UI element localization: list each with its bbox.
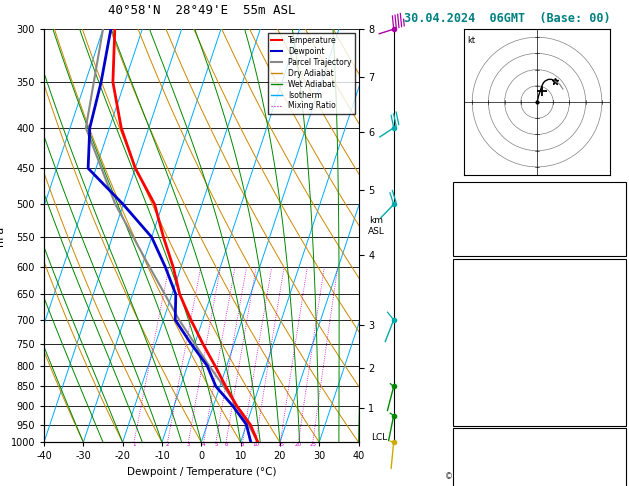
Text: 40°58'N  28°49'E  55m ASL: 40°58'N 28°49'E 55m ASL [108, 4, 295, 17]
Text: θᴇ (K): θᴇ (K) [459, 477, 494, 486]
Text: 10: 10 [252, 442, 259, 447]
Text: kt: kt [467, 35, 476, 45]
Text: 25: 25 [309, 442, 316, 447]
Text: 2.61: 2.61 [589, 231, 612, 241]
Legend: Temperature, Dewpoint, Parcel Trajectory, Dry Adiabat, Wet Adiabat, Isotherm, Mi: Temperature, Dewpoint, Parcel Trajectory… [267, 33, 355, 114]
Text: CIN (J): CIN (J) [459, 400, 499, 411]
Text: 2: 2 [166, 442, 169, 447]
Text: 20: 20 [295, 442, 302, 447]
Text: © weatheronline.co.uk: © weatheronline.co.uk [445, 471, 569, 481]
Text: PW (cm): PW (cm) [459, 231, 499, 241]
Text: Dewp (°C): Dewp (°C) [459, 307, 511, 317]
Text: 318: 318 [589, 477, 606, 486]
Text: Lifted Index: Lifted Index [459, 354, 529, 364]
Y-axis label: hPa: hPa [0, 226, 5, 246]
Text: 4: 4 [589, 354, 594, 364]
X-axis label: Dewpoint / Temperature (°C): Dewpoint / Temperature (°C) [126, 467, 276, 477]
Text: Totals Totals: Totals Totals [459, 208, 535, 218]
Text: 14.4: 14.4 [589, 284, 612, 294]
Text: 48: 48 [589, 208, 600, 218]
Text: 12.6: 12.6 [589, 307, 612, 317]
Text: 311: 311 [589, 330, 606, 341]
Text: 3: 3 [589, 377, 594, 387]
Text: θᴇ(K): θᴇ(K) [459, 330, 488, 341]
Text: CAPE (J): CAPE (J) [459, 377, 506, 387]
Text: 3: 3 [187, 442, 190, 447]
Text: K: K [459, 184, 464, 194]
Text: 30.04.2024  06GMT  (Base: 00): 30.04.2024 06GMT (Base: 00) [404, 12, 611, 25]
Bar [453, 182, 626, 256]
Text: Surface: Surface [519, 260, 560, 270]
Y-axis label: km
ASL: km ASL [367, 216, 384, 236]
Bar [453, 259, 626, 426]
Text: 0: 0 [589, 400, 594, 411]
Text: 5: 5 [214, 442, 218, 447]
Text: 6: 6 [225, 442, 228, 447]
Text: 800: 800 [589, 453, 606, 464]
Text: Pressure (mb): Pressure (mb) [459, 453, 535, 464]
Text: LCL: LCL [371, 433, 387, 442]
Text: 4: 4 [202, 442, 206, 447]
Text: 8: 8 [241, 442, 244, 447]
Text: 15: 15 [277, 442, 284, 447]
Text: 24: 24 [589, 184, 600, 194]
Text: Most Unstable: Most Unstable [501, 430, 578, 440]
Text: 1: 1 [132, 442, 136, 447]
Text: Temp (°C): Temp (°C) [459, 284, 511, 294]
Bar [453, 428, 626, 486]
